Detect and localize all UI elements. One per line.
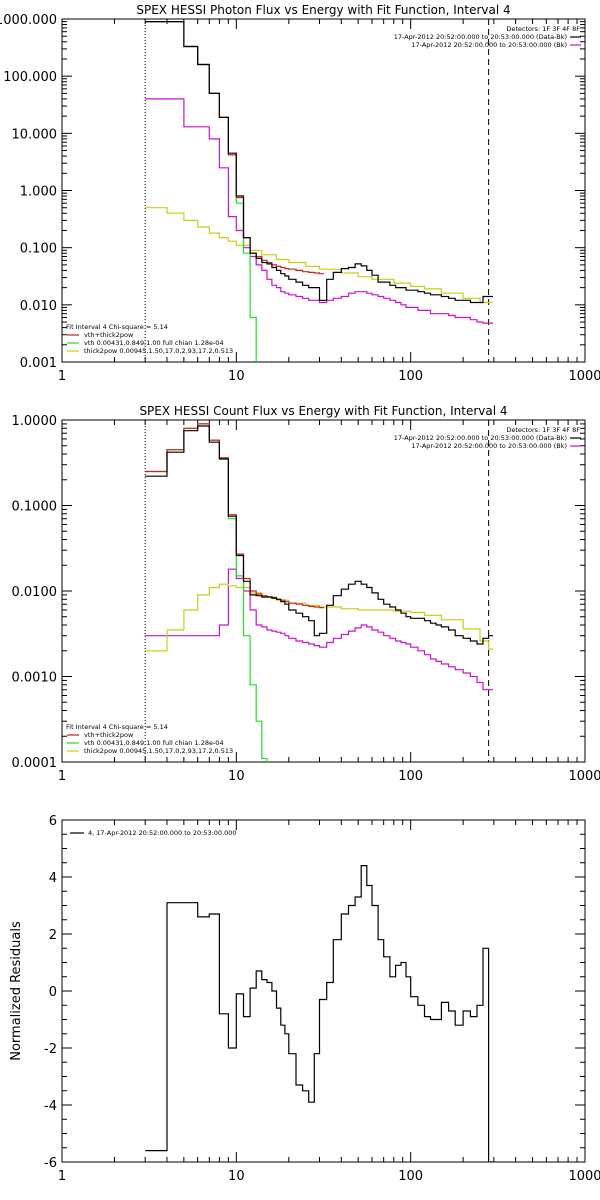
y-tick-label: 0.010 bbox=[20, 299, 57, 314]
count-flux-panel: SPEX HESSI Count Flux vs Energy with Fit… bbox=[12, 404, 600, 784]
legend-top-right-text: Detectors: 1F 3F 4F 8F bbox=[506, 426, 580, 434]
series-vth bbox=[145, 21, 257, 362]
y-tick-label: -6 bbox=[44, 1156, 57, 1171]
x-tick-label: 100 bbox=[398, 369, 423, 384]
y-tick-label: 0.001 bbox=[20, 356, 57, 371]
series-data-bk bbox=[145, 21, 493, 304]
y-tick-label: 0.0010 bbox=[12, 671, 58, 686]
x-tick-label: 100 bbox=[398, 1169, 423, 1184]
legend-top-right-text: 17-Apr-2012 20:52:00.000 to 20:53:00.000… bbox=[394, 434, 567, 442]
legend-bottom-left-text: vth+thick2pow bbox=[84, 731, 134, 739]
y-tick-label: 100.000 bbox=[3, 70, 57, 85]
series-layer bbox=[145, 21, 493, 362]
y-tick-label: 6 bbox=[49, 814, 57, 829]
legend-top-right-text: 17-Apr-2012 20:52:00.000 to 20:53:00.000… bbox=[411, 442, 567, 450]
x-tick-label: 1000 bbox=[568, 369, 600, 384]
legend-bottom-left-text: vth 0.00431,0.849,1.00 full chian 1.28e-… bbox=[84, 739, 224, 747]
series-thick2pow bbox=[145, 583, 493, 652]
chart-title: SPEX HESSI Photon Flux vs Energy with Fi… bbox=[136, 3, 510, 17]
legend-bottom-left-text: Fit Interval 4 Chi-square = 5.14 bbox=[66, 723, 168, 731]
y-tick-label: 0.1000 bbox=[12, 500, 58, 515]
series-layer bbox=[145, 423, 493, 762]
series-residuals bbox=[145, 865, 493, 1162]
y-tick-label: 0 bbox=[49, 985, 57, 1000]
y-tick-label: 0.100 bbox=[20, 242, 57, 257]
photon-flux-panel: SPEX HESSI Photon Flux vs Energy with Fi… bbox=[0, 3, 600, 384]
y-tick-label: 1000.000 bbox=[0, 13, 57, 28]
x-tick-label: 10 bbox=[228, 1169, 245, 1184]
y-tick-label: 1.0000 bbox=[12, 414, 58, 429]
x-tick-label: 10 bbox=[228, 369, 245, 384]
y-tick-label: 1.000 bbox=[20, 185, 57, 200]
y-tick-label: 2 bbox=[49, 928, 57, 943]
legend-bottom-left-text: vth+thick2pow bbox=[84, 331, 134, 339]
y-axis-label: Normalized Residuals bbox=[9, 921, 24, 1061]
plot-frame bbox=[61, 18, 586, 363]
legend-bottom-left-text: Fit Interval 4 Chi-square = 5.14 bbox=[66, 323, 168, 331]
legend-bottom-left-text: thick2pow 0.00945,1.50,17.0,2.93,17.2,0.… bbox=[84, 747, 233, 755]
x-tick-label: 10 bbox=[228, 769, 245, 784]
legend-bottom-left-text: thick2pow 0.00945,1.50,17.0,2.93,17.2,0.… bbox=[84, 347, 233, 355]
x-tick-label: 1 bbox=[58, 769, 66, 784]
legend-top-right-text: 17-Apr-2012 20:52:00.000 to 20:53:00.000… bbox=[411, 41, 567, 49]
series-bk bbox=[145, 98, 493, 324]
y-tick-label: -4 bbox=[44, 1099, 57, 1114]
y-tick-label: -2 bbox=[44, 1042, 57, 1057]
legend-top-right-text: Detectors: 1F 3F 4F 8F bbox=[506, 25, 580, 33]
y-tick-label: 0.0100 bbox=[12, 585, 58, 600]
series-bk bbox=[145, 568, 493, 691]
series-data-bk bbox=[145, 425, 493, 645]
series-layer bbox=[145, 865, 493, 1162]
residuals-panel: 1 10 100 1000 6 4 2 0 -2 -4 -6 Normalized Residuals… bbox=[9, 814, 600, 1184]
series-vth-thick2pow bbox=[145, 21, 324, 275]
x-tick-label: 100 bbox=[398, 769, 423, 784]
x-tick-label: 1000 bbox=[568, 769, 600, 784]
x-tick-label: 1 bbox=[58, 1169, 66, 1184]
x-tick-label: 1000 bbox=[568, 1169, 600, 1184]
y-tick-label: 0.0001 bbox=[12, 756, 58, 771]
y-tick-label: 4 bbox=[49, 871, 57, 886]
legend-top-left-text: 4, 17-Apr-2012 20:52:00.000 to 20:53:00.… bbox=[88, 829, 237, 837]
x-tick-label: 1 bbox=[58, 369, 66, 384]
plot-frame bbox=[61, 819, 586, 1163]
series-thick2pow bbox=[145, 207, 493, 304]
y-tick-label: 10.000 bbox=[12, 127, 58, 142]
chart-title: SPEX HESSI Count Flux vs Energy with Fit… bbox=[139, 404, 507, 418]
legend-top-right-text: 17-Apr-2012 20:52:00.000 to 20:53:00.000… bbox=[394, 33, 567, 41]
plot-frame bbox=[61, 419, 586, 763]
legend-bottom-left-text: vth 0.00431,0.849,1.00 full chian 1.28e-… bbox=[84, 339, 224, 347]
